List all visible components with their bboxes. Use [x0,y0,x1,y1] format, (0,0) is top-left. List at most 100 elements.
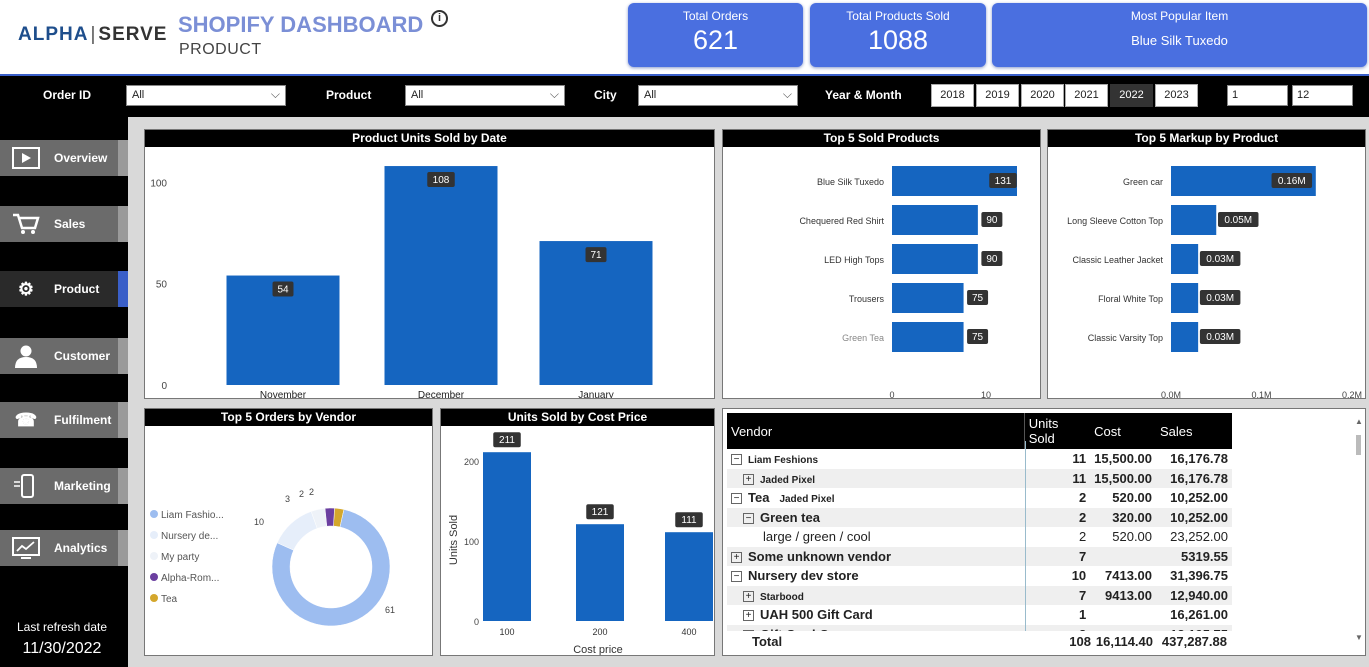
table-row[interactable]: − Tea Jaded Pixel 2 520.00 10,252.00 [727,488,1232,508]
sidebar-item-customer[interactable]: Customer [0,338,128,374]
table-row[interactable]: − Liam Feshions 11 15,500.00 16,176.78 [727,449,1232,469]
order-id-dropdown[interactable]: All ⌵ [126,85,286,106]
data-label: 0.03M [1206,332,1234,343]
slice-label: 10 [254,517,264,527]
total-cost: 16,114.40 [1095,634,1153,649]
col-header-cost[interactable]: Cost [1090,413,1157,449]
year-button-2019[interactable]: 2019 [976,84,1019,107]
y-tick-label: 50 [156,280,168,291]
sidebar-item-product[interactable]: ⚙ Product [0,271,128,307]
table-row[interactable]: + Jaded Pixel 11 15,500.00 16,176.78 [727,468,1232,488]
data-label: 211 [499,435,515,446]
units-by-cost-panel: Units Sold by Cost Price 0 100 200 211 100 12… [440,408,715,656]
chart-title: Top 5 Markup by Product [1048,130,1365,147]
vendor-cell: + Some unknown vendor [727,546,1025,566]
expand-icon[interactable]: + [731,551,742,563]
year-button-2022[interactable]: 2022 [1110,84,1153,107]
cost-cell [1090,605,1156,625]
col-header-sales[interactable]: Sales [1156,413,1232,449]
vendor-name: UAH 500 Gift Card [760,607,873,623]
units-by-cost-chart: 0 100 200 211 100 121 200 111 400 Cost price Units… [448,432,713,655]
sidebar-item-label: Sales [54,217,86,231]
month-from-input[interactable]: 1 [1227,85,1288,106]
year-button-2018[interactable]: 2018 [931,84,974,107]
data-label: 90 [986,215,998,226]
city-dropdown[interactable]: All ⌵ [638,85,798,106]
col-header-units[interactable]: Units Sold [1024,413,1091,449]
top-markup-panel: Top 5 Markup by Product Green car 0.16M Lo… [1047,129,1366,399]
year-button-2021[interactable]: 2021 [1065,84,1108,107]
col-header-vendor[interactable]: Vendor [727,413,1025,449]
sidebar-item-fulfilment[interactable]: ☎ Fulfilment [0,402,128,438]
y-tick-label: 200 [464,457,479,467]
table-row[interactable]: − Nursery dev store 10 7413.00 31,396.75 [727,566,1232,586]
kpi-most-popular-item: Most Popular Item Blue Silk Tuxedo [992,3,1367,67]
data-label-bg [272,281,294,297]
bar [892,205,978,235]
data-label-bg [1271,173,1313,188]
x-tick-label: 10 [981,390,991,398]
product-dropdown[interactable]: All ⌵ [405,85,565,106]
mobile-icon [12,474,40,498]
info-icon[interactable]: i [431,10,448,27]
table-row[interactable]: + UAH 500 Gift Card 1 16,261.00 [727,605,1232,625]
donut-slice [271,509,391,627]
filter-bar: Order ID All ⌵ Product All ⌵ City All ⌵ Yea… [0,76,1369,117]
scroll-thumb[interactable] [1356,435,1361,455]
data-label: 0.16M [1278,176,1306,187]
collapse-icon[interactable]: − [731,571,742,583]
data-label-bg [427,172,455,188]
sidebar-item-analytics[interactable]: Analytics [0,530,128,566]
sidebar-item-overview[interactable]: Overview [0,140,128,176]
x-tick-label: November [260,390,307,398]
top-markup-chart: Green car 0.16M Long Sleeve Cotton Top 0.05… [1067,166,1362,398]
expand-icon[interactable]: + [743,610,754,622]
year-button-2020[interactable]: 2020 [1021,84,1064,107]
units-cell: 7 [1024,546,1091,566]
table-row[interactable]: + Some unknown vendor 7 5319.55 [727,546,1232,566]
sidebar-item-marketing[interactable]: Marketing [0,468,128,504]
units-by-date-panel: Product Units Sold by Date 0 50 100 54 Novem… [144,129,715,399]
data-label-bg [1199,329,1241,344]
units-cell: 2 [1078,490,1087,506]
x-tick-label: 0.1M [1251,390,1271,398]
table-total-row: Total 108 16,114.40 437,287.88 [727,631,1232,653]
data-label: 0.03M [1206,293,1234,304]
table-row[interactable]: + Starbood 7 9413.00 12,940.00 [727,585,1232,605]
collapse-icon[interactable]: − [743,512,754,524]
chart-title: Product Units Sold by Date [145,130,714,147]
table-row[interactable]: large / green / cool 2 520.00 23,252.00 [727,527,1232,547]
y-tick-label: Classic Varsity Top [1088,333,1163,343]
slice-label: 2 [299,489,304,499]
month-to-input[interactable]: 12 [1292,85,1353,106]
page-subtitle: PRODUCT [179,41,262,58]
legend-marker [150,531,158,539]
scroll-up-icon[interactable]: ▲ [1355,417,1363,426]
sidebar-item-sales[interactable]: Sales [0,206,128,242]
data-label: 90 [986,254,998,265]
table-scrollbar[interactable]: ▲ ▼ [1355,417,1363,642]
year-button-2023[interactable]: 2023 [1155,84,1198,107]
vendor-name: large / green / cool [763,529,871,545]
product-label: Product [326,88,372,102]
y-tick-label: Floral White Top [1098,294,1163,304]
data-label: 0.03M [1206,254,1234,265]
bar [892,283,964,313]
vendor-name: Jaded Pixel [760,474,816,486]
year-month-label: Year & Month [825,88,902,102]
table-row[interactable]: − Green tea 2 320.00 10,252.00 [727,507,1232,527]
x-tick-label: December [418,390,465,398]
vendor-name: Nursery dev store [748,568,859,584]
legend-marker [150,510,158,518]
data-label-bg [981,251,1003,266]
collapse-icon[interactable]: − [731,493,742,505]
chevron-down-icon: ⌵ [549,87,559,101]
expand-icon[interactable]: + [743,473,754,485]
data-label: 71 [590,250,602,261]
collapse-icon[interactable]: − [731,454,742,466]
expand-icon[interactable]: + [743,590,754,602]
scroll-down-icon[interactable]: ▼ [1355,633,1363,642]
cost-cell: 9413.00 [1090,585,1157,605]
y-tick-label: Green car [1123,177,1163,187]
cost-cell: 520.00 [1112,490,1153,506]
